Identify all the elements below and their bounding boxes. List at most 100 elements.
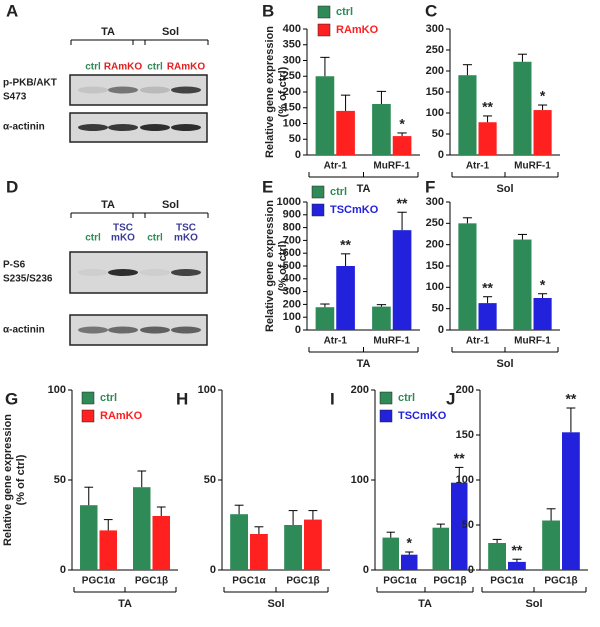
y-tick-label: 150 <box>426 260 444 272</box>
error-bar <box>340 94 351 111</box>
y-tick-label: 300 <box>426 23 444 35</box>
x-tick-label: PGC1β <box>433 576 466 587</box>
bar <box>284 525 302 570</box>
y-axis-label: (% of ctrl) <box>15 454 27 505</box>
bar <box>533 110 552 155</box>
significance-marker: ** <box>482 99 493 115</box>
bar <box>304 519 322 570</box>
bar <box>508 561 526 570</box>
y-axis-label: Relative gene expression <box>264 200 276 332</box>
panel-letter: F <box>425 177 435 196</box>
y-tick-label: 100 <box>198 384 216 396</box>
blot-band <box>171 124 201 131</box>
y-tick-label: 0 <box>438 324 444 336</box>
group-label: Sol <box>496 183 513 195</box>
y-tick-label: 100 <box>426 281 444 293</box>
error-bar <box>517 233 527 240</box>
panel-letter: G <box>5 389 18 408</box>
blot-band <box>140 124 170 131</box>
x-tick-label: Atr-1 <box>324 336 348 347</box>
error-bar <box>288 510 298 525</box>
error-bar <box>103 519 113 531</box>
y-axis-label: Relative gene expression <box>264 26 276 158</box>
y-axis-label: (% of ctrl) <box>277 240 289 291</box>
blot-band <box>78 326 108 334</box>
row-label: α-actinin <box>3 325 45 336</box>
error-bar <box>546 508 556 521</box>
error-bar <box>462 64 472 76</box>
y-tick-label: 300 <box>283 54 301 66</box>
legend-label: ctrl <box>330 186 347 198</box>
lane-label: RAmKO <box>104 62 143 73</box>
lane-label: ctrl <box>85 62 101 73</box>
bar <box>372 306 391 330</box>
lane-label: ctrl <box>85 233 101 244</box>
y-tick-label: 150 <box>456 429 474 441</box>
lane-label: ctrl <box>147 233 163 244</box>
blot-band <box>171 269 201 276</box>
error-bar <box>538 104 548 111</box>
y-tick-label: 50 <box>462 519 474 531</box>
y-tick-label: 150 <box>283 102 301 114</box>
bar <box>513 61 532 156</box>
group-label: TA <box>101 26 115 38</box>
legend-label: RAmKO <box>100 410 143 422</box>
y-tick-label: 50 <box>432 128 444 140</box>
group-label: TA <box>357 358 371 370</box>
error-bar <box>340 253 351 266</box>
bar <box>478 303 497 330</box>
y-tick-label: 900 <box>283 209 301 221</box>
bar <box>315 76 335 155</box>
significance-marker: * <box>407 535 413 551</box>
panel-letter: H <box>176 389 188 408</box>
x-tick-label: Atr-1 <box>466 161 490 172</box>
blot-band <box>171 326 201 334</box>
y-tick-label: 50 <box>204 474 216 486</box>
blot-band <box>78 269 108 276</box>
bar <box>533 298 552 330</box>
bar <box>382 537 399 570</box>
group-label: Sol <box>496 358 513 370</box>
error-bar <box>254 526 264 534</box>
bar <box>336 266 355 330</box>
x-tick-label: MuRF-1 <box>373 336 410 347</box>
legend-swatch <box>311 185 325 199</box>
error-bar <box>436 523 445 528</box>
group-label: Sol <box>525 598 542 610</box>
bar <box>230 514 248 570</box>
error-bar <box>538 293 548 298</box>
error-bar <box>405 551 414 555</box>
error-bar <box>483 115 493 123</box>
y-tick-label: 0 <box>210 564 216 576</box>
y-tick-label: 200 <box>456 384 474 396</box>
y-tick-label: 700 <box>283 234 301 246</box>
x-tick-label: PGC1β <box>286 576 319 587</box>
bar <box>392 230 412 330</box>
legend-swatch <box>311 203 325 217</box>
x-tick-label: PGC1α <box>82 576 116 587</box>
bar <box>80 505 98 570</box>
error-bar <box>234 504 244 515</box>
panel-letter: A <box>6 1 18 20</box>
x-tick-label: PGC1α <box>383 576 417 587</box>
y-tick-label: 50 <box>432 303 444 315</box>
y-tick-label: 100 <box>351 474 369 486</box>
bar <box>250 534 268 570</box>
y-tick-label: 1000 <box>277 196 301 208</box>
group-label: TA <box>101 199 115 211</box>
y-tick-label: 150 <box>426 86 444 98</box>
error-bar <box>462 217 472 224</box>
error-bar <box>492 538 502 543</box>
error-bar <box>512 558 522 562</box>
significance-marker: * <box>399 116 405 132</box>
y-tick-label: 50 <box>289 133 301 145</box>
y-tick-label: 100 <box>456 474 474 486</box>
significance-marker: ** <box>511 542 522 558</box>
group-label: Sol <box>162 199 179 211</box>
bar <box>542 520 560 570</box>
y-tick-label: 200 <box>426 239 444 251</box>
y-tick-label: 0 <box>438 149 444 161</box>
error-bar <box>517 53 527 62</box>
error-bar <box>320 56 330 77</box>
bar <box>432 527 449 570</box>
